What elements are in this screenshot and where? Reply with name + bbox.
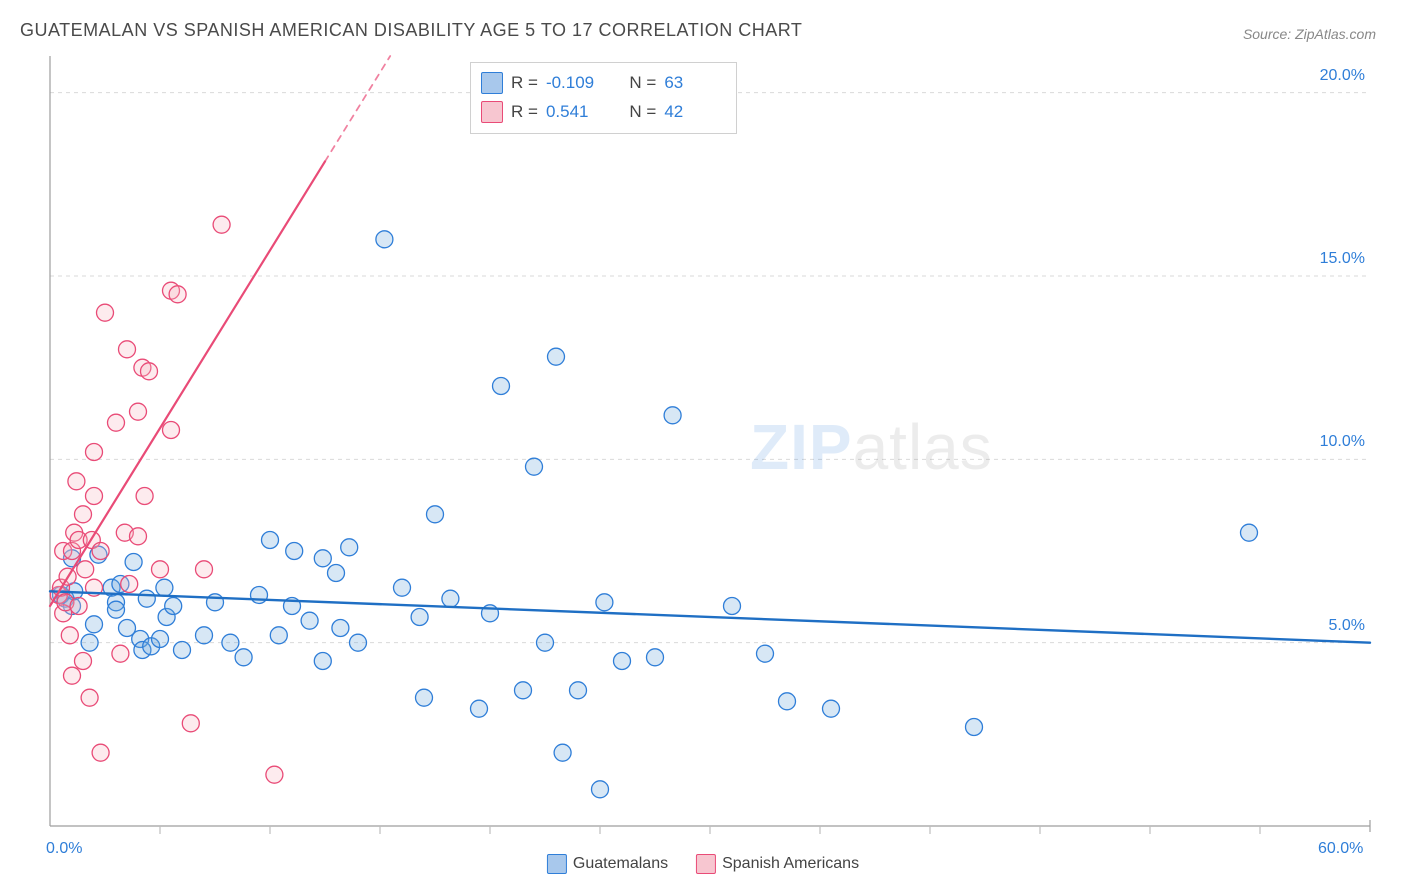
legend-label: Spanish Americans (722, 855, 859, 872)
scatter-plot (0, 0, 1406, 892)
n-value: 63 (664, 69, 722, 98)
y-tick-label: 15.0% (1310, 250, 1365, 268)
correlation-swatch (481, 72, 503, 94)
legend-swatch (547, 854, 567, 874)
legend-label: Guatemalans (573, 855, 668, 872)
n-label: N = (629, 98, 656, 127)
correlation-row: R = -0.109 N = 63 (481, 69, 722, 98)
correlation-swatch (481, 101, 503, 123)
legend-item: Spanish Americans (696, 854, 859, 874)
r-label: R = (511, 69, 538, 98)
series-legend: Guatemalans Spanish Americans (547, 854, 859, 874)
correlation-legend: R = -0.109 N = 63 R = 0.541 N = 42 (470, 62, 737, 134)
correlation-row: R = 0.541 N = 42 (481, 98, 722, 127)
n-value: 42 (664, 98, 722, 127)
n-label: N = (629, 69, 656, 98)
legend-item: Guatemalans (547, 854, 668, 874)
y-tick-label: 20.0% (1310, 67, 1365, 85)
y-tick-label: 5.0% (1310, 617, 1365, 635)
r-label: R = (511, 98, 538, 127)
r-value: 0.541 (546, 98, 604, 127)
r-value: -0.109 (546, 69, 604, 98)
x-min-label: 0.0% (46, 840, 82, 858)
legend-swatch (696, 854, 716, 874)
chart-container: GUATEMALAN VS SPANISH AMERICAN DISABILIT… (0, 0, 1406, 892)
x-max-label: 60.0% (1318, 840, 1363, 858)
y-tick-label: 10.0% (1310, 433, 1365, 451)
